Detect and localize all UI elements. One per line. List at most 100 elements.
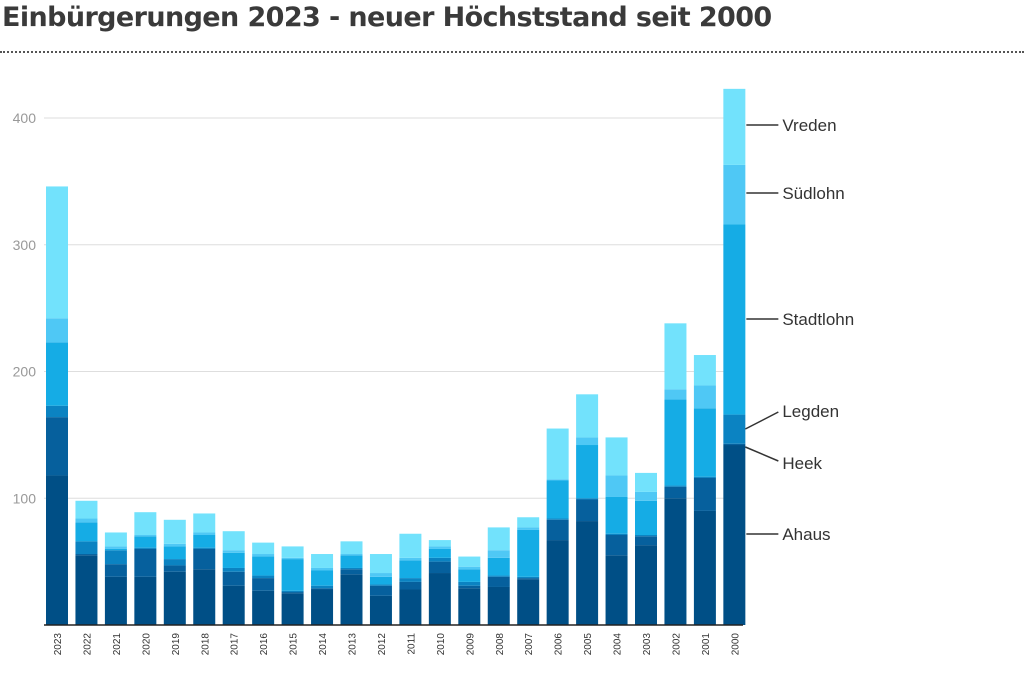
bar-segment-ahaus-2012 (369, 595, 392, 625)
bar-segment-heek-2003 (635, 536, 657, 546)
bar-segment-vreden-2006 (546, 428, 569, 480)
bar-segment-vreden-2003 (635, 472, 657, 492)
bar-segment-südlohn-2016 (252, 554, 275, 557)
bar-segment-vreden-2004 (605, 437, 628, 476)
bar-segment-südlohn-2008 (487, 550, 510, 558)
bar-segment-ahaus-2020 (134, 576, 157, 625)
bar-segment-heek-2023 (46, 417, 68, 476)
bar-segment-heek-2010 (428, 561, 451, 574)
bar-segment-ahaus-2013 (340, 574, 363, 625)
bar-segment-vreden-2017 (222, 531, 245, 551)
bar-segment-heek-2016 (252, 578, 275, 591)
bar-segment-südlohn-2021 (104, 546, 127, 549)
x-tick-label-2023: 2023 (53, 633, 64, 656)
bar-segment-vreden-2014 (311, 554, 334, 568)
bar-segment-heek-2001 (693, 477, 716, 511)
x-tick-label-2008: 2008 (495, 633, 506, 656)
y-tick-label: 300 (13, 237, 37, 253)
bar-segment-ahaus-2003 (635, 545, 657, 625)
bar-segment-südlohn-2007 (517, 527, 540, 530)
x-tick-label-2002: 2002 (671, 633, 682, 656)
bar-segment-vreden-2011 (399, 533, 422, 558)
bar-segment-vreden-2010 (428, 540, 451, 547)
bar-segment-ahaus-2010 (428, 573, 451, 625)
bar-segment-südlohn-2017 (222, 550, 245, 553)
bar-segment-stadtlohn-2009 (458, 569, 481, 582)
title-divider (0, 51, 1024, 53)
x-tick-label-2013: 2013 (348, 633, 359, 656)
bar-segment-heek-2005 (576, 499, 599, 522)
bar-segment-heek-2020 (134, 548, 157, 577)
x-tick-label-2000: 2000 (730, 633, 741, 656)
bar-segment-ahaus-2008 (487, 586, 510, 625)
bar-segment-ahaus-2017 (222, 585, 245, 625)
bar-segment-stadtlohn-2000 (723, 224, 746, 415)
bar-segment-ahaus-2022 (75, 555, 98, 625)
bar-segment-südlohn-2020 (134, 535, 157, 537)
bar-segment-vreden-2013 (340, 541, 363, 555)
x-tick-label-2012: 2012 (377, 633, 388, 656)
x-tick-label-2019: 2019 (171, 633, 182, 656)
bar-segment-südlohn-2004 (605, 475, 628, 497)
bar-segment-legden-2019 (163, 559, 186, 566)
bar-segment-südlohn-2006 (546, 479, 569, 481)
bar-segment-legden-2000 (723, 414, 746, 444)
bar-segment-vreden-2008 (487, 527, 510, 551)
x-tick-label-2007: 2007 (524, 633, 535, 656)
bar-segment-legden-2003 (635, 535, 657, 537)
bar-segment-vreden-2002 (664, 323, 687, 390)
bar-segment-legden-2017 (222, 567, 245, 572)
bar-segment-legden-2012 (369, 584, 392, 586)
bar-segment-stadtlohn-2008 (487, 557, 510, 576)
x-tick-label-2020: 2020 (141, 633, 152, 656)
bar-segment-vreden-2022 (75, 500, 98, 519)
bar-segment-heek-2011 (399, 581, 422, 590)
bar-segment-vreden-2009 (458, 556, 481, 567)
x-tick-label-2011: 2011 (406, 633, 417, 655)
bar-segment-stadtlohn-2011 (399, 560, 422, 579)
bar-segment-stadtlohn-2018 (193, 535, 216, 548)
bar-segment-stadtlohn-2016 (252, 556, 275, 576)
bar-segment-stadtlohn-2001 (693, 408, 716, 477)
bar-segment-heek-2021 (104, 564, 127, 577)
bar-segment-stadtlohn-2006 (546, 480, 569, 519)
bar-segment-legden-2001 (693, 476, 716, 478)
bar-segment-südlohn-2013 (340, 554, 363, 556)
x-axis-ticks: 2023 2022 2021 2020 2019 2018 2017 2016 2015 2014… (53, 633, 741, 656)
bar-segment-stadtlohn-2014 (311, 570, 334, 586)
bar-segment-südlohn-2014 (311, 567, 334, 571)
bar-segment-stadtlohn-2013 (340, 555, 363, 568)
bar-segment-südlohn-2022 (75, 518, 98, 523)
bar-segment-heek-2008 (487, 576, 510, 587)
bar-segment-südlohn-2012 (369, 573, 392, 577)
bar-segment-stadtlohn-2017 (222, 552, 245, 568)
bar-segment-stadtlohn-2021 (104, 548, 127, 551)
legend-label-stadtlohn: Stadtlohn (782, 310, 854, 329)
bar-segment-ahaus-2006 (546, 540, 569, 625)
legend-label-vreden: Vreden (782, 116, 836, 135)
x-tick-label-2003: 2003 (642, 633, 653, 656)
bar-segment-vreden-2023 (46, 186, 68, 319)
y-tick-label: 200 (13, 364, 37, 380)
bar-segment-südlohn-2019 (163, 543, 186, 547)
bar-segment-stadtlohn-2003 (635, 500, 657, 536)
bar-segment-legden-2002 (664, 485, 687, 487)
x-tick-label-2016: 2016 (259, 633, 270, 656)
bar-segment-heek-2017 (222, 571, 245, 586)
bars (46, 88, 746, 625)
x-tick-label-2018: 2018 (200, 633, 211, 656)
bar-segment-legden-2010 (428, 557, 451, 562)
bar-segment-südlohn-2015 (281, 557, 304, 560)
bar-segment-heek-2022 (75, 554, 98, 556)
bar-segment-ahaus-2023 (46, 475, 68, 625)
bar-segment-stadtlohn-2004 (605, 496, 628, 534)
bar-segment-südlohn-2001 (693, 385, 716, 409)
bar-segment-südlohn-2011 (399, 557, 422, 561)
bar-segment-legden-2014 (311, 585, 334, 589)
bar-segment-vreden-2016 (252, 542, 275, 555)
bar-segment-südlohn-2002 (664, 389, 687, 400)
bar-segment-ahaus-2018 (193, 569, 216, 625)
bar-segment-legden-2018 (193, 547, 216, 549)
bar-segment-südlohn-2023 (46, 318, 68, 343)
bar-segment-vreden-2001 (693, 355, 716, 386)
